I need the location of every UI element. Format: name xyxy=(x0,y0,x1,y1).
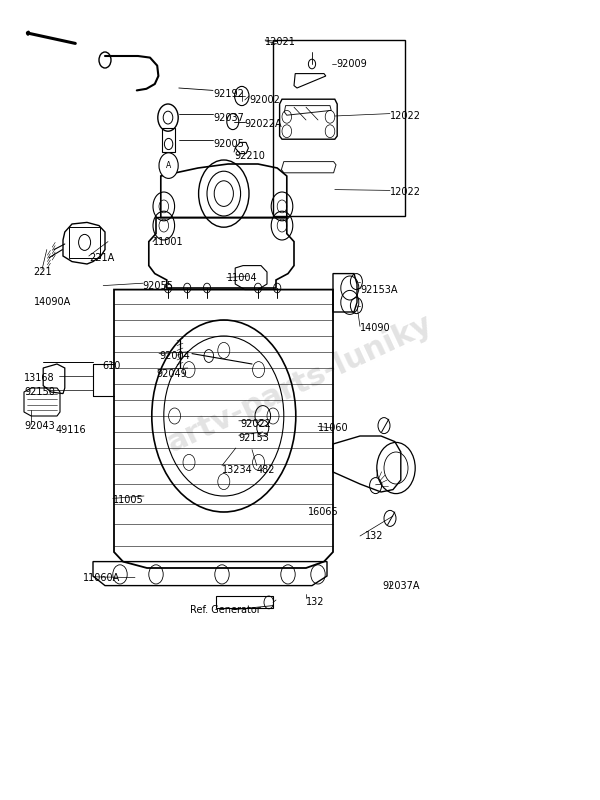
Text: 92055: 92055 xyxy=(143,281,174,290)
Text: 12022: 12022 xyxy=(390,187,421,197)
Text: 49116: 49116 xyxy=(56,426,86,435)
Text: 92153A: 92153A xyxy=(360,285,398,294)
Circle shape xyxy=(159,153,178,178)
Text: 14090A: 14090A xyxy=(34,298,71,307)
Text: 92022: 92022 xyxy=(240,419,271,429)
Text: 92037A: 92037A xyxy=(383,581,420,590)
Text: 92002: 92002 xyxy=(249,95,280,105)
Text: 13234: 13234 xyxy=(222,465,253,474)
Text: 132: 132 xyxy=(365,531,383,541)
Text: 11060A: 11060A xyxy=(83,574,120,583)
Bar xyxy=(273,40,405,216)
Text: 221: 221 xyxy=(33,267,52,277)
Text: 92022A: 92022A xyxy=(245,119,283,129)
Text: 12022: 12022 xyxy=(390,111,421,121)
Text: 11005: 11005 xyxy=(113,495,143,505)
Text: 92192: 92192 xyxy=(213,89,244,98)
Text: 482: 482 xyxy=(257,465,275,474)
Text: 92210: 92210 xyxy=(234,151,265,161)
Text: 92004: 92004 xyxy=(159,351,190,361)
Text: 92009: 92009 xyxy=(336,59,367,69)
Text: 92150: 92150 xyxy=(24,387,55,397)
Text: 11001: 11001 xyxy=(153,237,184,246)
Bar xyxy=(69,227,100,258)
Text: 92037: 92037 xyxy=(213,113,244,122)
Text: 221A: 221A xyxy=(89,253,114,262)
Text: 92005: 92005 xyxy=(213,139,244,149)
Text: A: A xyxy=(166,161,171,170)
Text: 11004: 11004 xyxy=(227,274,257,283)
Text: artv­parts­luniky: artv­parts­luniky xyxy=(163,310,437,458)
Text: 12021: 12021 xyxy=(265,37,296,46)
Text: 92049: 92049 xyxy=(156,369,187,378)
Text: 610: 610 xyxy=(102,361,121,370)
Text: 92153: 92153 xyxy=(239,434,269,443)
Text: Ref. Generator: Ref. Generator xyxy=(190,605,260,614)
Text: 132: 132 xyxy=(306,598,325,607)
Text: 92043: 92043 xyxy=(24,421,55,430)
Text: 14090: 14090 xyxy=(360,323,391,333)
Text: 13168: 13168 xyxy=(24,373,55,382)
Bar xyxy=(162,128,175,152)
Text: 16065: 16065 xyxy=(308,507,338,517)
Text: 11060: 11060 xyxy=(318,423,349,433)
